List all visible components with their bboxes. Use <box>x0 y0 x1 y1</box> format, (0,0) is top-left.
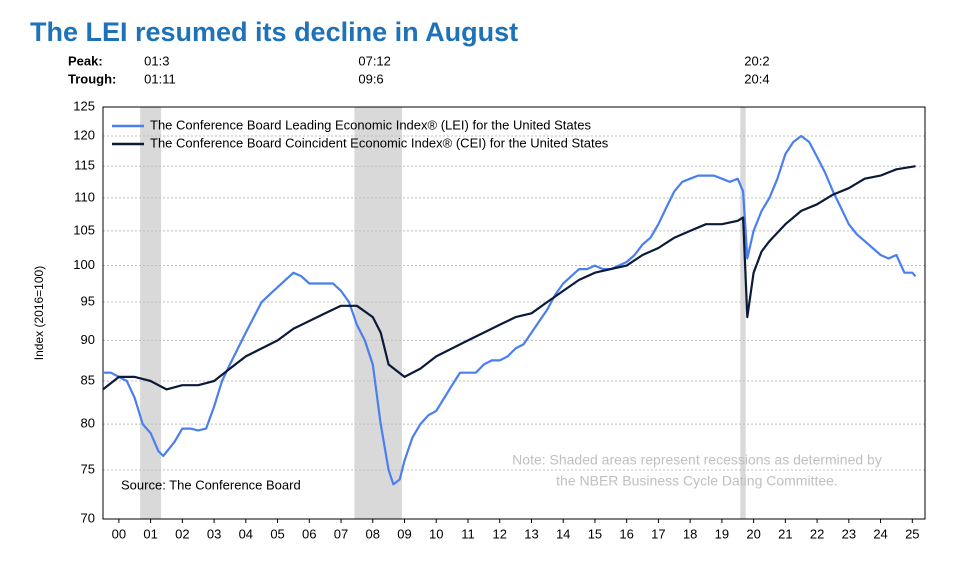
x-tick-label: 11 <box>461 526 475 541</box>
recession-band <box>740 107 746 519</box>
y-axis-label: Index (2016=100) <box>32 266 46 360</box>
y-tick-label: 100 <box>73 257 95 272</box>
peak-date: 01:3 <box>144 53 169 68</box>
x-tick-label: 03 <box>207 526 221 541</box>
x-tick-label: 12 <box>492 526 506 541</box>
trough-header: Trough: <box>68 71 116 86</box>
legend-label: The Conference Board Coincident Economic… <box>150 135 609 150</box>
x-tick-label: 04 <box>239 526 253 541</box>
x-tick-label: 18 <box>683 526 697 541</box>
y-tick-label: 115 <box>74 158 95 173</box>
x-tick-label: 02 <box>175 526 189 541</box>
x-tick-label: 15 <box>588 526 602 541</box>
y-tick-label: 75 <box>81 461 95 476</box>
recession-band <box>354 107 402 519</box>
x-tick-label: 07 <box>334 526 348 541</box>
x-tick-label: 20 <box>746 526 760 541</box>
x-tick-label: 06 <box>302 526 316 541</box>
x-tick-label: 13 <box>524 526 538 541</box>
trough-date: 20:4 <box>744 71 769 86</box>
y-tick-label: 90 <box>81 332 95 347</box>
x-tick-label: 22 <box>810 526 824 541</box>
y-tick-label: 105 <box>73 222 95 237</box>
x-tick-label: 24 <box>873 526 887 541</box>
x-tick-label: 23 <box>842 526 856 541</box>
y-tick-label: 125 <box>73 98 95 113</box>
x-tick-label: 00 <box>112 526 126 541</box>
note: Note: Shaded areas represent recessions … <box>512 452 882 468</box>
y-tick-label: 85 <box>81 372 95 387</box>
series-line <box>102 165 916 391</box>
trough-date: 01:11 <box>144 71 176 86</box>
x-tick-label: 25 <box>905 526 919 541</box>
source: Source: The Conference Board <box>121 477 301 492</box>
x-tick-label: 05 <box>270 526 284 541</box>
plot-frame <box>102 106 926 520</box>
y-tick-label: 95 <box>81 293 95 308</box>
peak-header: Peak: <box>68 53 103 68</box>
x-tick-label: 17 <box>651 526 665 541</box>
y-tick-label: 110 <box>74 189 95 204</box>
y-tick-label: 120 <box>73 127 95 142</box>
y-tick-label: 80 <box>81 416 95 431</box>
x-tick-label: 14 <box>556 526 570 541</box>
x-tick-label: 01 <box>143 526 157 541</box>
legend-label: The Conference Board Leading Economic In… <box>150 117 591 132</box>
peak-date: 20:2 <box>744 53 769 68</box>
series-line <box>103 134 917 486</box>
x-tick-label: 10 <box>429 526 443 541</box>
note: the NBER Business Cycle Dating Committee… <box>556 473 838 489</box>
x-tick-label: 16 <box>619 526 633 541</box>
x-tick-label: 21 <box>778 526 792 541</box>
trough-date: 09:6 <box>358 71 383 86</box>
x-tick-label: 09 <box>397 526 411 541</box>
chart-title: The LEI resumed its decline in August <box>30 17 518 47</box>
y-tick-label: 70 <box>81 510 95 525</box>
peak-date: 07:12 <box>358 53 391 68</box>
recession-band <box>140 107 162 519</box>
x-tick-label: 19 <box>715 526 729 541</box>
x-tick-label: 08 <box>366 526 380 541</box>
